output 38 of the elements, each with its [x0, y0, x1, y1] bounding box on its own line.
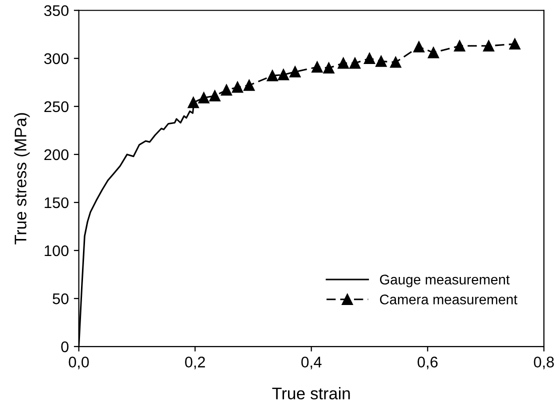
- point: [509, 38, 520, 50]
- x-tick-label: 0,2: [185, 356, 205, 370]
- point: [483, 40, 494, 52]
- x-tick-label: 0,8: [534, 356, 554, 370]
- legend-label: Camera measurement: [380, 294, 518, 304]
- point: [413, 41, 424, 52]
- y-tick-label: 250: [44, 101, 68, 112]
- y-axis-title: True stress (MPa): [14, 113, 30, 244]
- y-tick-label: 200: [44, 149, 68, 160]
- point: [290, 66, 301, 78]
- point: [278, 69, 290, 80]
- point: [198, 92, 210, 104]
- point: [428, 47, 439, 58]
- point: [232, 82, 244, 93]
- y-tick-label: 350: [44, 5, 68, 16]
- point: [390, 56, 402, 68]
- point: [220, 84, 232, 96]
- point: [244, 80, 255, 91]
- x-axis-title: True strain: [272, 387, 350, 400]
- y-tick-label: 100: [44, 245, 68, 256]
- point: [454, 40, 466, 52]
- x-tick-label: 0,6: [418, 356, 438, 370]
- point: [188, 97, 199, 108]
- point: [349, 58, 361, 69]
- legend-label: Gauge measurement: [380, 274, 510, 288]
- point: [312, 61, 323, 73]
- x-tick-label: 0,0: [68, 356, 89, 370]
- y-tick-label: 300: [44, 53, 68, 64]
- y-tick-label: 0: [61, 341, 68, 352]
- point: [338, 58, 349, 69]
- point: [266, 70, 278, 82]
- x-tick-label: 0,4: [301, 356, 322, 370]
- point: [376, 56, 387, 67]
- point: [364, 52, 376, 64]
- y-tick-label: 50: [52, 293, 68, 304]
- point: [323, 62, 334, 74]
- point: [209, 90, 220, 102]
- y-tick-label: 150: [44, 197, 68, 208]
